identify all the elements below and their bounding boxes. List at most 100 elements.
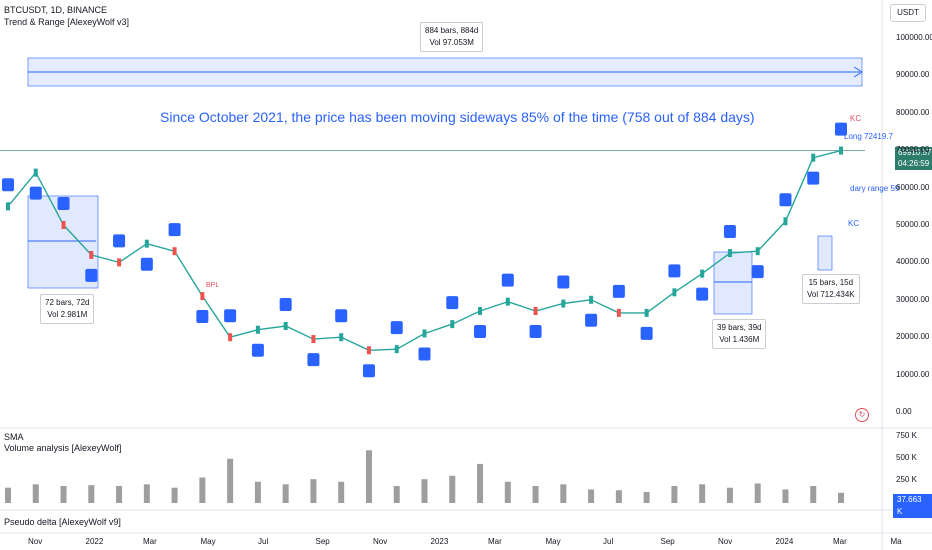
stat-first-vol: Vol 2.981M [47,310,88,319]
price-axis-tick: 100000.00 [896,33,932,42]
indicator-title[interactable]: Trend & Range [AlexeyWolf v3] [4,17,130,27]
volume-bar [532,486,539,503]
signal-marker-down [251,343,264,357]
volume-current-tag: 37.663 K [893,494,932,518]
volume-bar [60,486,67,503]
signal-marker-down [807,171,820,185]
time-axis-label: Jul [603,537,614,546]
volume-bar [338,481,345,503]
signal-marker-down [474,325,487,339]
annotation-text: Since October 2021, the price has been m… [160,109,755,125]
time-axis-label: Nov [373,537,388,546]
delta-pane-title[interactable]: Pseudo delta [AlexeyWolf v9] [4,517,121,527]
price-candle [755,247,760,256]
time-axis-label: 2023 [430,537,449,546]
volume-bar [588,489,595,503]
price-candle [89,250,94,259]
time-axis-label: 2024 [775,537,794,546]
price-axis-tick: 10000.00 [896,369,930,379]
signal-marker-up [113,234,126,248]
price-axis-tick: 50000.00 [896,220,930,229]
price-candle [172,247,177,256]
price-candle [394,345,399,354]
currency-button[interactable]: USDT [890,4,926,22]
price-candle [144,239,149,248]
price-candle [228,333,233,342]
volume-bar [838,492,844,503]
range-label: dary range 59 [850,184,900,193]
alert-icon[interactable]: ↻ [855,408,869,422]
time-axis-label: Mar [833,537,847,546]
time-axis-label: Nov [718,537,733,546]
bpl-label: BPL [206,282,220,289]
time-axis-label: May [545,537,561,546]
volume-bar [143,484,150,503]
price-candle [644,308,649,317]
volume-bar [199,477,206,503]
volume-bar [671,486,678,503]
price-candle [505,297,510,306]
time-axis-label: 2022 [85,537,104,546]
price-candle [533,307,538,316]
volume-bar [504,481,511,503]
volume-bar [615,490,622,503]
volume-bar [365,450,372,503]
price-candle [783,217,788,226]
signal-marker-down [85,268,98,282]
stat-total: 884 bars, 884d Vol 97.053M [420,22,484,52]
price-candle [589,295,594,304]
price-candle [727,249,732,258]
volume-bars [5,450,844,503]
price-axis-tick: 40000.00 [896,257,930,267]
signal-marker-down [529,325,542,339]
range-boxes [27,57,863,315]
time-axis-label: Sep [315,537,330,546]
signal-marker-up [168,223,181,237]
stat-second: 39 bars, 39d Vol 1.436M [712,319,767,349]
price-candle [255,325,260,334]
price-candle [61,221,66,229]
signal-marker-up [224,309,237,323]
price-axis-tick: 20000.00 [896,332,930,342]
kc-label-top: KC [850,114,862,123]
signal-markers [2,122,847,378]
volume-bar [171,487,178,503]
signal-marker-down [29,186,42,200]
volume-bar [477,463,484,503]
signal-marker-down [418,347,431,361]
signal-marker-up [57,197,70,210]
signal-marker-up [335,309,348,323]
stat-second-bars: 39 bars, 39d [717,323,762,332]
signal-marker-down [307,353,320,367]
stat-third-vol: Vol 712.434K [807,290,855,299]
last-price-tag: 69910.57 [895,147,932,159]
range-box-2 [713,251,753,315]
stat-third-bars: 15 bars, 15d [808,278,854,287]
volume-bar [254,481,261,503]
signal-marker-up [612,284,625,298]
countdown-tag: 04:26:59 [895,158,932,170]
price-axis-tick: 0.00 [896,407,912,416]
price-candle [450,320,455,329]
volume-bar [227,458,234,503]
price-axis-tick: 70000.00 [896,145,930,155]
signal-marker-down [751,265,764,279]
time-axis-label: Mar [488,537,502,546]
volume-bar [32,484,39,503]
price-candle [616,308,621,317]
sma-pane-title[interactable]: SMA [4,432,24,442]
price-axis-tick: 90000.00 [896,70,930,80]
time-axis-label: Mar [143,537,157,546]
signal-marker-up [779,193,792,207]
price-candle [117,258,122,267]
signal-marker-up [446,296,459,310]
volume-bar [5,487,11,503]
volume-pane-title[interactable]: Volume analysis [AlexeyWolf] [4,443,122,453]
signal-marker-up [835,122,847,136]
volume-bar [726,487,733,503]
time-axis-label: May [200,537,216,546]
volume-bar [449,475,456,503]
symbol-title: BTCUSDT, 1D, BINANCE [4,5,108,15]
